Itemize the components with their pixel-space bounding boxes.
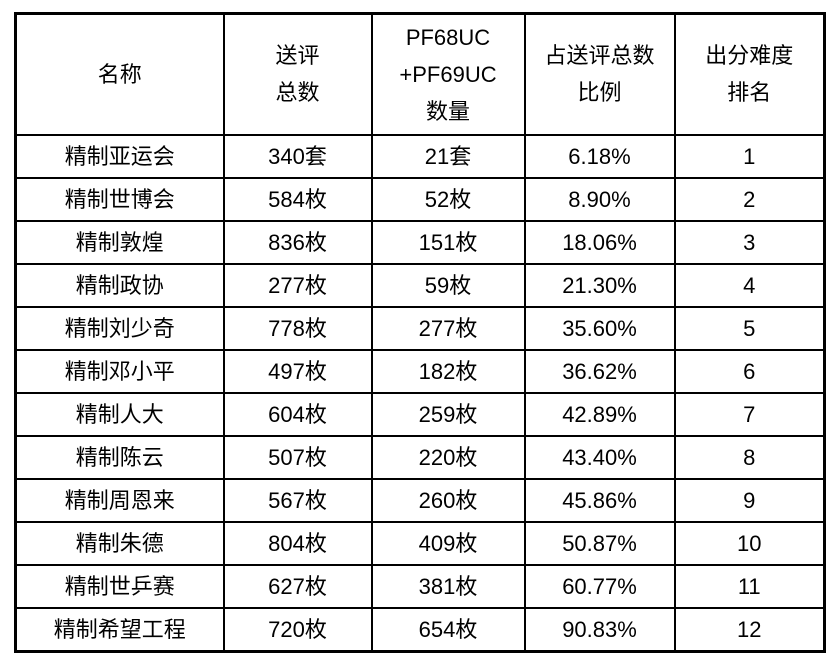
table-cell-total-submitted: 627枚: [222, 563, 373, 609]
table-row: 精制朱德 804枚 409枚 50.87% 10: [14, 520, 826, 566]
table-cell-ratio-of-total: 45.86%: [523, 477, 676, 523]
table-cell-pf68uc-pf69uc-count: 182枚: [370, 348, 526, 394]
column-header-ratio-of-total: 占送评总数 比例: [523, 12, 676, 136]
header-row: 名称 送评 总数 PF68UC +PF69UC 数量 占送评总数 比例 出分难度 排名: [14, 12, 826, 136]
table-cell-ratio-of-total: 6.18%: [523, 133, 676, 179]
table-cell-name: 精制刘少奇: [14, 305, 225, 351]
table-cell-total-submitted: 340套: [222, 133, 373, 179]
table-cell-name: 精制邓小平: [14, 348, 225, 394]
table-cell-total-submitted: 804枚: [222, 520, 373, 566]
table-cell-difficulty-rank: 9: [673, 477, 826, 523]
table-cell-pf68uc-pf69uc-count: 654枚: [370, 606, 526, 652]
table-cell-ratio-of-total: 43.40%: [523, 434, 676, 480]
table-cell-pf68uc-pf69uc-count: 381枚: [370, 563, 526, 609]
table-cell-total-submitted: 584枚: [222, 176, 373, 222]
table-cell-name: 精制陈云: [14, 434, 225, 480]
table-row: 精制希望工程 720枚 654枚 90.83% 12: [14, 606, 826, 652]
table-cell-pf68uc-pf69uc-count: 260枚: [370, 477, 526, 523]
table-cell-ratio-of-total: 35.60%: [523, 305, 676, 351]
table-row: 精制刘少奇 778枚 277枚 35.60% 5: [14, 305, 826, 351]
table-cell-name: 精制亚运会: [14, 133, 225, 179]
table-cell-name: 精制希望工程: [14, 606, 225, 652]
table-cell-name: 精制世乒赛: [14, 563, 225, 609]
table-cell-pf68uc-pf69uc-count: 220枚: [370, 434, 526, 480]
table-cell-ratio-of-total: 21.30%: [523, 262, 676, 308]
table-cell-difficulty-rank: 11: [673, 563, 826, 609]
coin-grading-stats-table: 名称 送评 总数 PF68UC +PF69UC 数量 占送评总数 比例 出分难度 排名 …: [14, 12, 826, 653]
table-cell-difficulty-rank: 10: [673, 520, 826, 566]
table-cell-total-submitted: 720枚: [222, 606, 373, 652]
table-cell-total-submitted: 604枚: [222, 391, 373, 437]
table-cell-ratio-of-total: 36.62%: [523, 348, 676, 394]
table-row: 精制人大 604枚 259枚 42.89% 7: [14, 391, 826, 437]
table-cell-total-submitted: 567枚: [222, 477, 373, 523]
column-header-difficulty-rank: 出分难度 排名: [673, 12, 826, 136]
table-body: 精制亚运会 340套 21套 6.18% 1 精制世博会 584枚 52枚 8.90% 2 精制敦煌…: [14, 133, 826, 652]
table-cell-difficulty-rank: 1: [673, 133, 826, 179]
table-cell-difficulty-rank: 12: [673, 606, 826, 652]
table-cell-difficulty-rank: 2: [673, 176, 826, 222]
table-cell-difficulty-rank: 8: [673, 434, 826, 480]
table-cell-ratio-of-total: 50.87%: [523, 520, 676, 566]
table-cell-ratio-of-total: 90.83%: [523, 606, 676, 652]
table-cell-total-submitted: 497枚: [222, 348, 373, 394]
table-row: 精制敦煌 836枚 151枚 18.06% 3: [14, 219, 826, 265]
table-row: 精制亚运会 340套 21套 6.18% 1: [14, 133, 826, 179]
table-cell-pf68uc-pf69uc-count: 409枚: [370, 520, 526, 566]
table-cell-ratio-of-total: 8.90%: [523, 176, 676, 222]
table-cell-difficulty-rank: 6: [673, 348, 826, 394]
table-cell-name: 精制敦煌: [14, 219, 225, 265]
table-row: 精制世乒赛 627枚 381枚 60.77% 11: [14, 563, 826, 609]
table-cell-pf68uc-pf69uc-count: 59枚: [370, 262, 526, 308]
table-row: 精制世博会 584枚 52枚 8.90% 2: [14, 176, 826, 222]
table-cell-pf68uc-pf69uc-count: 21套: [370, 133, 526, 179]
table-cell-difficulty-rank: 4: [673, 262, 826, 308]
table-cell-difficulty-rank: 7: [673, 391, 826, 437]
table-cell-name: 精制周恩来: [14, 477, 225, 523]
table-cell-name: 精制世博会: [14, 176, 225, 222]
table-row: 精制陈云 507枚 220枚 43.40% 8: [14, 434, 826, 480]
table-cell-pf68uc-pf69uc-count: 277枚: [370, 305, 526, 351]
table-cell-ratio-of-total: 60.77%: [523, 563, 676, 609]
table-row: 精制周恩来 567枚 260枚 45.86% 9: [14, 477, 826, 523]
table-cell-total-submitted: 277枚: [222, 262, 373, 308]
table-cell-name: 精制人大: [14, 391, 225, 437]
table-cell-pf68uc-pf69uc-count: 259枚: [370, 391, 526, 437]
table-cell-ratio-of-total: 18.06%: [523, 219, 676, 265]
column-header-total-submitted: 送评 总数: [222, 12, 373, 136]
table-cell-ratio-of-total: 42.89%: [523, 391, 676, 437]
table-row: 精制政协 277枚 59枚 21.30% 4: [14, 262, 826, 308]
table-cell-difficulty-rank: 5: [673, 305, 826, 351]
table-cell-pf68uc-pf69uc-count: 52枚: [370, 176, 526, 222]
column-header-pf68uc-pf69uc-count: PF68UC +PF69UC 数量: [370, 12, 526, 136]
table-cell-name: 精制政协: [14, 262, 225, 308]
table-header: 名称 送评 总数 PF68UC +PF69UC 数量 占送评总数 比例 出分难度 排名: [14, 12, 826, 136]
table-cell-total-submitted: 836枚: [222, 219, 373, 265]
column-header-name: 名称: [14, 12, 225, 136]
table-row: 精制邓小平 497枚 182枚 36.62% 6: [14, 348, 826, 394]
table-cell-difficulty-rank: 3: [673, 219, 826, 265]
table-cell-pf68uc-pf69uc-count: 151枚: [370, 219, 526, 265]
table-cell-total-submitted: 507枚: [222, 434, 373, 480]
table-cell-name: 精制朱德: [14, 520, 225, 566]
table-cell-total-submitted: 778枚: [222, 305, 373, 351]
